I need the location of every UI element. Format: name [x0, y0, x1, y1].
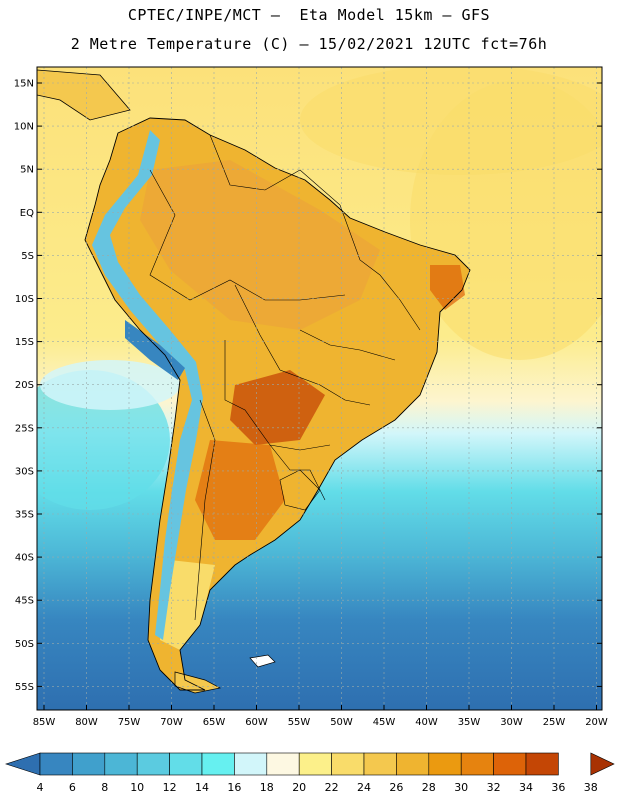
title-line-1: CPTEC/INPE/MCT – Eta Model 15km – GFS — [127, 6, 491, 24]
colorbar-label: 12 — [163, 781, 177, 794]
colorbar-label: 14 — [195, 781, 209, 794]
lat-label: 5S — [21, 251, 34, 262]
colorbar-label: 16 — [227, 781, 241, 794]
longitude-labels: 85W 80W 75W 70W 65W 60W 55W 50W 45W 40W 35W 30W 25W 2… — [33, 705, 608, 728]
lon-label: 40W — [415, 717, 438, 728]
lat-label: 15S — [15, 337, 34, 348]
map-grid — [37, 67, 602, 710]
lat-label: 40S — [15, 553, 34, 564]
lon-label: 50W — [330, 717, 353, 728]
colorbar-label: 6 — [69, 781, 76, 794]
central-america-land — [37, 70, 130, 120]
colorbar-label: 20 — [292, 781, 306, 794]
hot-region-argentina — [195, 440, 285, 540]
colorbar-label: 18 — [260, 781, 274, 794]
colorbar-swatch — [428, 752, 462, 776]
colorbar-swatch — [136, 752, 170, 776]
colorbar-label: 22 — [325, 781, 339, 794]
colorbar-arrow-low — [5, 752, 41, 776]
colorbar-swatch — [331, 752, 365, 776]
colorbar: 4 6 8 10 12 14 16 18 20 22 24 26 28 30 32 34 36 38 — [5, 752, 615, 794]
lat-label: 35S — [15, 510, 34, 521]
lon-label: 35W — [458, 717, 481, 728]
colorbar-boxes — [5, 752, 615, 776]
colorbar-label: 38 — [584, 781, 598, 794]
hot-region-paraguay — [230, 370, 325, 445]
colorbar-label: 32 — [487, 781, 501, 794]
colorbar-swatch — [525, 752, 559, 776]
colorbar-label: 34 — [519, 781, 533, 794]
lat-label: 55S — [15, 682, 34, 693]
colorbar-swatch — [363, 752, 397, 776]
colorbar-swatch — [201, 752, 235, 776]
title-line-2: 2 Metre Temperature (C) – 15/02/2021 12U… — [70, 35, 548, 53]
colorbar-swatch — [298, 752, 332, 776]
lat-label: EQ — [20, 208, 34, 219]
patagonia-mild — [160, 560, 215, 650]
lat-label: 30S — [15, 466, 34, 477]
colorbar-labels: 4 6 8 10 12 14 16 18 20 22 24 26 28 30 32 34 36 38 — [37, 781, 598, 794]
temperature-map: 15N 10N 5N EQ 5S 10S 15S 20S 25S 30S 35S 40S 45S 50S 5… — [14, 66, 608, 728]
lon-label: 70W — [160, 717, 183, 728]
colorbar-label: 30 — [454, 781, 468, 794]
coastline — [84, 117, 471, 691]
colorbar-label: 26 — [389, 781, 403, 794]
country-borders — [149, 134, 421, 621]
lon-label: 75W — [118, 717, 141, 728]
lat-label: 10N — [14, 122, 34, 133]
lon-label: 65W — [203, 717, 226, 728]
pale-pacific-patch — [40, 360, 180, 410]
colorbar-label: 8 — [101, 781, 108, 794]
latitude-labels: 15N 10N 5N EQ 5S 10S 15S 20S 25S 30S 35S 40S 45S 50S 5… — [14, 79, 602, 693]
amazon-warm-region — [140, 160, 380, 330]
colorbar-label: 4 — [37, 781, 44, 794]
colorbar-swatch — [234, 752, 268, 776]
lon-label: 45W — [373, 717, 396, 728]
lat-label: 25S — [15, 423, 34, 434]
colorbar-arrow-high — [590, 752, 615, 776]
andes-coldest-core — [125, 320, 185, 380]
colorbar-swatch — [266, 752, 300, 776]
colorbar-swatch — [169, 752, 203, 776]
lat-label: 20S — [15, 380, 34, 391]
map-frame — [36, 66, 603, 711]
map-plot-area — [37, 67, 602, 710]
lon-label: 30W — [500, 717, 523, 728]
warm-ocean-patch-north — [300, 67, 602, 175]
colorbar-label: 28 — [422, 781, 436, 794]
andes-cold-band — [92, 130, 203, 640]
lat-label: 45S — [15, 596, 34, 607]
colorbar-label: 10 — [130, 781, 144, 794]
lon-label: 55W — [288, 717, 311, 728]
lat-label: 5N — [20, 165, 34, 176]
lon-label: 80W — [75, 717, 98, 728]
colorbar-swatch — [460, 752, 494, 776]
colorbar-label: 24 — [357, 781, 371, 794]
lon-label: 25W — [543, 717, 566, 728]
colorbar-swatch — [396, 752, 430, 776]
lat-label: 15N — [14, 79, 34, 90]
lat-label: 10S — [15, 294, 34, 305]
tierra-del-fuego — [174, 671, 222, 694]
lon-label: 60W — [245, 717, 268, 728]
lon-label: 85W — [33, 717, 56, 728]
colorbar-swatch — [104, 752, 138, 776]
colorbar-swatch — [493, 752, 527, 776]
central-america-coastline — [37, 69, 131, 121]
colorbar-swatch — [72, 752, 106, 776]
colorbar-label: 36 — [551, 781, 565, 794]
lat-label: 50S — [15, 639, 34, 650]
colorbar-swatch — [39, 752, 73, 776]
lon-label: 20W — [585, 717, 608, 728]
